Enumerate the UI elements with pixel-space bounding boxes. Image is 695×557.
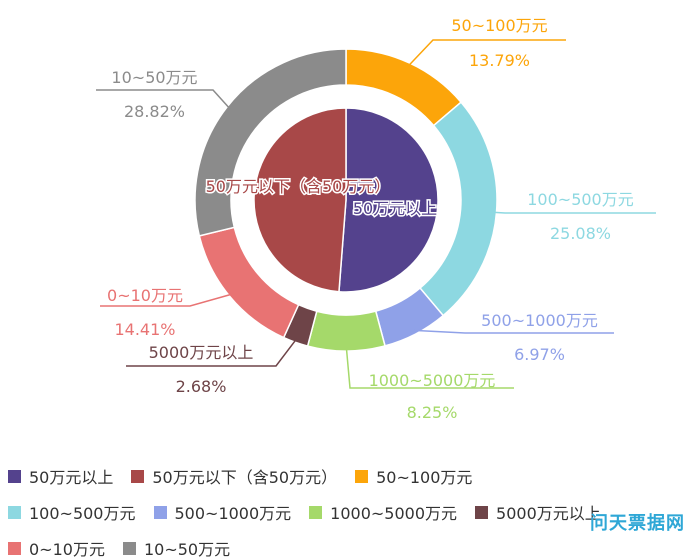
- legend-swatch: [309, 505, 323, 519]
- legend-label: 100~500万元: [29, 504, 136, 523]
- legend-item[interactable]: 10~50万元: [122, 536, 231, 557]
- outer-label-name-3: 1000~5000万元: [369, 371, 496, 390]
- legend-item[interactable]: 50万元以上: [8, 464, 113, 488]
- leader-line-3: [345, 346, 514, 389]
- inner-label-0: 50万元以上: [353, 199, 437, 218]
- legend-swatch: [131, 469, 145, 483]
- leader-line-2: [413, 329, 614, 334]
- legend-item[interactable]: 500~1000万元: [153, 500, 292, 524]
- legend-label: 10~50万元: [143, 540, 231, 557]
- inner-label-1: 50万元以下（含50万元）: [206, 177, 391, 196]
- leader-line-5: [100, 293, 234, 307]
- legend-label: 50~100万元: [376, 468, 473, 487]
- leader-line-6: [96, 89, 231, 110]
- legend-swatch: [8, 505, 21, 519]
- legend-item[interactable]: 0~10万元: [8, 536, 105, 557]
- outer-label-name-1: 100~500万元: [527, 190, 634, 209]
- legend-row: 50万元以上 50万元以下（含50万元） 50~100万元: [8, 458, 695, 494]
- inner-slice-1: [253, 107, 347, 293]
- leader-line-1: [492, 211, 656, 214]
- outer-slice-6: [194, 48, 347, 237]
- legend-item[interactable]: 50万元以下（含50万元）: [131, 464, 337, 488]
- outer-label-name-0: 50~100万元: [451, 16, 547, 35]
- leader-line-4: [126, 338, 298, 367]
- legend-label: 50万元以上: [29, 468, 114, 487]
- legend-label: 5000万元以上: [496, 504, 601, 523]
- legend-row: 0~10万元 10~50万元: [8, 530, 695, 557]
- legend-swatch: [8, 541, 21, 555]
- outer-label-value-6: 28.82%: [124, 102, 185, 121]
- outer-label-name-6: 10~50万元: [111, 68, 197, 87]
- legend-swatch: [153, 505, 167, 519]
- outer-label-value-4: 2.68%: [176, 377, 227, 396]
- outer-label-value-3: 8.25%: [407, 403, 458, 422]
- outer-label-value-2: 6.97%: [514, 345, 565, 364]
- legend-label: 500~1000万元: [174, 504, 292, 523]
- donut-chart: 50万元以下（含50万元） 50万元以上 50~100万元 13.79% 100~500…: [96, 16, 656, 422]
- legend-item[interactable]: 100~500万元: [8, 500, 136, 524]
- watermark: 问天票据网: [590, 513, 685, 534]
- outer-label-name-5: 0~10万元: [107, 286, 183, 305]
- outer-label-value-1: 25.08%: [550, 224, 611, 243]
- outer-slice-3: [306, 310, 386, 352]
- legend-item[interactable]: 50~100万元: [355, 464, 472, 488]
- legend-swatch: [475, 505, 489, 519]
- outer-label-value-5: 14.41%: [114, 320, 175, 339]
- inner-slice-0: [338, 107, 439, 293]
- legend-label: 50万元以下（含50万元）: [152, 468, 338, 487]
- outer-label-name-2: 500~1000万元: [481, 311, 598, 330]
- legend-label: 1000~5000万元: [330, 504, 458, 523]
- legend-item[interactable]: 1000~5000万元: [309, 500, 457, 524]
- legend-swatch: [8, 469, 21, 483]
- outer-label-name-4: 5000万元以上: [149, 343, 254, 362]
- legend-swatch: [122, 541, 136, 555]
- legend-item[interactable]: 5000万元以上: [475, 500, 601, 524]
- chart-legend: 50万元以上 50万元以下（含50万元） 50~100万元 100~500万元 500~…: [8, 458, 695, 557]
- outer-label-value-0: 13.79%: [469, 51, 530, 70]
- legend-row: 100~500万元 500~1000万元 1000~5000万元 5000万元以上: [8, 494, 695, 530]
- legend-label: 0~10万元: [29, 540, 105, 557]
- leader-line-0: [407, 39, 566, 68]
- legend-swatch: [355, 469, 369, 483]
